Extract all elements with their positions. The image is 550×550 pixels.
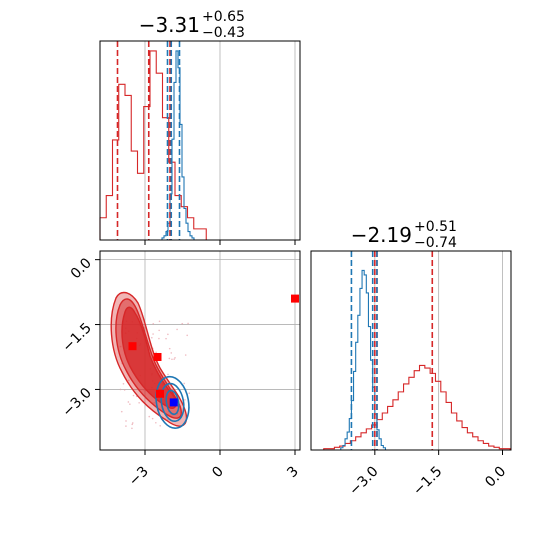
y-tick-label: 0.0 [68, 255, 95, 282]
sample-point [127, 379, 130, 382]
title-bottom-right: −2.19 +0.51 −0.74 [351, 219, 457, 251]
red-marker [291, 294, 299, 303]
blue-contour-1 [155, 375, 190, 429]
red-marker [153, 352, 162, 361]
red-histogram [323, 364, 511, 450]
sample-point [181, 322, 184, 325]
red-histogram [99, 50, 213, 241]
sample-point [170, 352, 173, 354]
y-tick-label: −3.0 [59, 385, 94, 420]
sample-point [132, 394, 135, 397]
x-tick-label: 3 [284, 464, 302, 482]
sample-point [138, 401, 140, 404]
sample-point [184, 398, 186, 401]
panel-top-left-histogram [99, 40, 301, 245]
sample-point [168, 357, 171, 360]
sample-point [152, 333, 154, 335]
sample-point [183, 382, 186, 385]
sample-point [167, 333, 169, 336]
sample-point [173, 358, 175, 360]
y-tick-label: −1.5 [59, 320, 94, 355]
sample-point [159, 424, 162, 427]
sample-point [131, 427, 133, 430]
sample-point [158, 337, 160, 340]
sample-point [155, 351, 157, 354]
x-tick-label: 0 [209, 464, 227, 482]
title-sub: −0.74 [414, 235, 457, 251]
sample-point [174, 356, 176, 359]
sample-point [186, 334, 188, 337]
title-top-left: −3.31 +0.65 −0.43 [139, 9, 245, 41]
red-marker [128, 342, 137, 351]
sample-point [188, 392, 191, 395]
sample-point [129, 403, 131, 405]
sample-point [151, 417, 154, 420]
sample-point [131, 423, 134, 426]
panel-bottom-left-contour: 0.0 −1.5 −3.0 −3 0 3 [59, 250, 302, 490]
panel-bottom-right-histogram: −3.0 −1.5 0.0 [310, 250, 512, 499]
title-sup: +0.65 [202, 9, 245, 25]
blue-histogram [160, 50, 196, 241]
red-marker [156, 389, 164, 398]
sample-point [171, 358, 173, 361]
axes-frame [310, 250, 512, 451]
sample-point [152, 322, 155, 325]
sample-point [151, 336, 153, 339]
sample-point [158, 329, 160, 332]
sample-point [158, 320, 161, 323]
sample-point [184, 354, 187, 356]
title-main: −3.31 [139, 13, 200, 37]
sample-point [167, 373, 169, 376]
blue-histogram [340, 269, 387, 450]
title-sup: +0.51 [414, 219, 457, 235]
sample-point [123, 389, 126, 391]
axes-frame [99, 250, 301, 451]
axes-frame [99, 40, 301, 241]
blue-contour-3 [165, 389, 180, 416]
x-tick-label: 0.0 [482, 464, 509, 491]
sample-point [155, 421, 157, 424]
sample-point [122, 382, 125, 385]
blue-contour-2 [160, 382, 185, 423]
sample-point [187, 322, 189, 325]
sample-point [165, 337, 167, 340]
sample-point [127, 401, 130, 403]
sample-point [131, 422, 134, 424]
title-main: −2.19 [351, 223, 412, 247]
sample-point [176, 328, 178, 331]
sample-point [148, 415, 151, 418]
title-sub: −0.43 [202, 25, 245, 41]
x-tick-label: −3 [126, 464, 152, 490]
sample-point [125, 425, 127, 427]
sample-point [125, 420, 127, 422]
blue-marker [169, 398, 178, 407]
sample-point [168, 347, 171, 350]
red-contour-3 [121, 306, 177, 409]
sample-point [120, 410, 123, 413]
sample-point [119, 388, 122, 391]
x-tick-label: −1.5 [410, 464, 445, 499]
x-tick-label: −3.0 [346, 464, 381, 499]
